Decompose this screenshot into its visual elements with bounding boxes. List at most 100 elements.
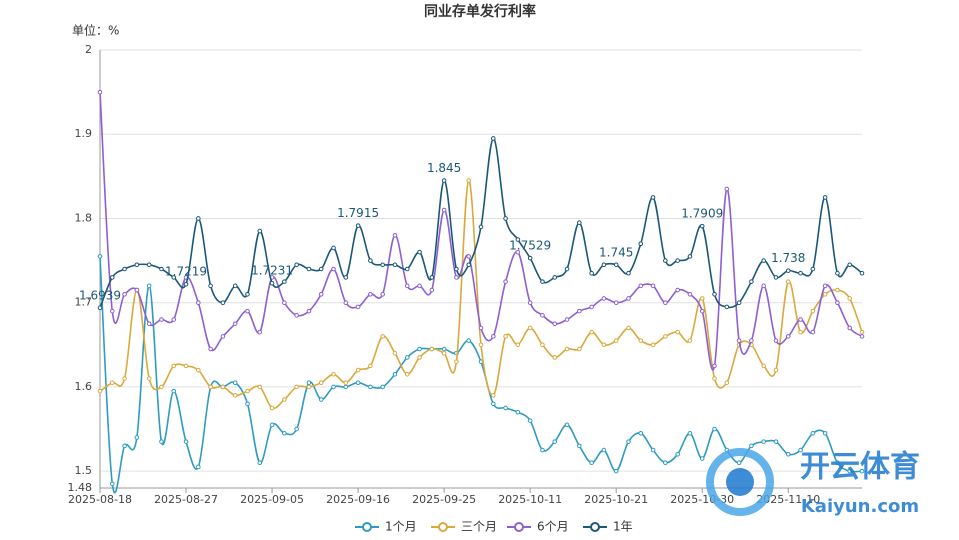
data-point (368, 384, 373, 390)
legend-marker (362, 522, 372, 532)
data-point (466, 178, 472, 183)
data-point (109, 380, 115, 386)
data-point (134, 435, 140, 440)
data-point (712, 376, 717, 381)
data-point (699, 296, 705, 301)
data-point (822, 283, 828, 289)
data-point (282, 279, 287, 284)
data-point (540, 447, 545, 453)
data-point (232, 380, 238, 386)
data-point (810, 308, 816, 314)
data-point (859, 329, 865, 335)
data-point (294, 384, 299, 390)
data-point (687, 430, 693, 436)
data-point (269, 280, 275, 286)
data-point (257, 460, 263, 466)
data-point (183, 363, 189, 369)
data-point (773, 439, 779, 444)
data-point (601, 296, 607, 301)
data-point (503, 216, 508, 221)
data-label: 1.7909 (681, 207, 723, 221)
data-point (318, 397, 324, 402)
data-point (785, 279, 791, 284)
data-point (404, 266, 410, 272)
data-point (577, 220, 582, 225)
y-tick-label: 1.7 (75, 296, 93, 309)
data-point (208, 384, 213, 390)
data-point (712, 426, 717, 432)
legend-label: 1个月 (385, 520, 417, 534)
data-point (392, 371, 398, 377)
data-point (294, 313, 299, 318)
data-point (613, 262, 619, 268)
data-point (466, 338, 472, 343)
chart-title: 同业存单发行利率 (424, 3, 536, 20)
data-point (232, 283, 238, 289)
data-point (773, 367, 779, 373)
data-point (196, 216, 201, 221)
data-point (196, 300, 201, 305)
data-point (613, 300, 619, 305)
data-point (208, 283, 213, 289)
data-point (196, 464, 201, 470)
data-point (183, 439, 189, 444)
data-point (847, 296, 853, 301)
data-point (675, 287, 680, 293)
data-point (540, 279, 545, 284)
data-point (466, 254, 472, 259)
data-point (712, 291, 717, 297)
data-point (417, 283, 422, 289)
data-point (736, 300, 742, 305)
data-point (687, 254, 693, 259)
data-point (761, 258, 766, 263)
data-point (798, 447, 803, 453)
data-point (822, 430, 828, 436)
data-point (97, 388, 103, 394)
data-point (785, 452, 791, 457)
data-point (810, 430, 816, 436)
data-point (564, 422, 570, 428)
data-point (650, 283, 656, 289)
data-point (810, 266, 816, 272)
data-point (527, 255, 533, 261)
data-point (577, 308, 582, 314)
series-line (99, 137, 863, 309)
data-point (441, 178, 447, 183)
data-point (589, 329, 594, 335)
data-point (736, 338, 742, 343)
data-point (638, 241, 644, 247)
data-point (355, 223, 361, 228)
data-point (441, 207, 447, 213)
data-point (134, 262, 140, 268)
data-point (122, 291, 127, 297)
data-point (835, 460, 840, 466)
data-point (417, 355, 422, 360)
data-point (454, 359, 459, 364)
data-point (318, 291, 324, 297)
data-point (613, 468, 619, 474)
data-point (785, 334, 791, 339)
x-tick-label: 2025-08-18 (68, 493, 132, 506)
data-point (490, 136, 496, 141)
data-point (773, 275, 779, 280)
data-point (146, 321, 152, 327)
data-point (245, 401, 250, 407)
data-point (380, 384, 385, 390)
watermark: 开云体育 Kaiyun.com (706, 448, 920, 517)
x-tick-label: 2025-10-11 (498, 493, 562, 506)
data-point (429, 346, 435, 352)
data-point (208, 346, 213, 352)
watermark-url: Kaiyun.com (801, 496, 919, 517)
data-point (146, 262, 152, 268)
data-point (220, 334, 226, 339)
data-point (245, 388, 250, 394)
data-point (847, 468, 853, 474)
data-point (109, 308, 115, 314)
data-point (318, 380, 324, 386)
data-point (601, 342, 607, 348)
data-point (294, 426, 299, 432)
legend-label: 6个月 (537, 520, 569, 534)
data-point (478, 342, 484, 348)
legend-label: 三个月 (461, 520, 497, 534)
data-point (503, 405, 508, 411)
